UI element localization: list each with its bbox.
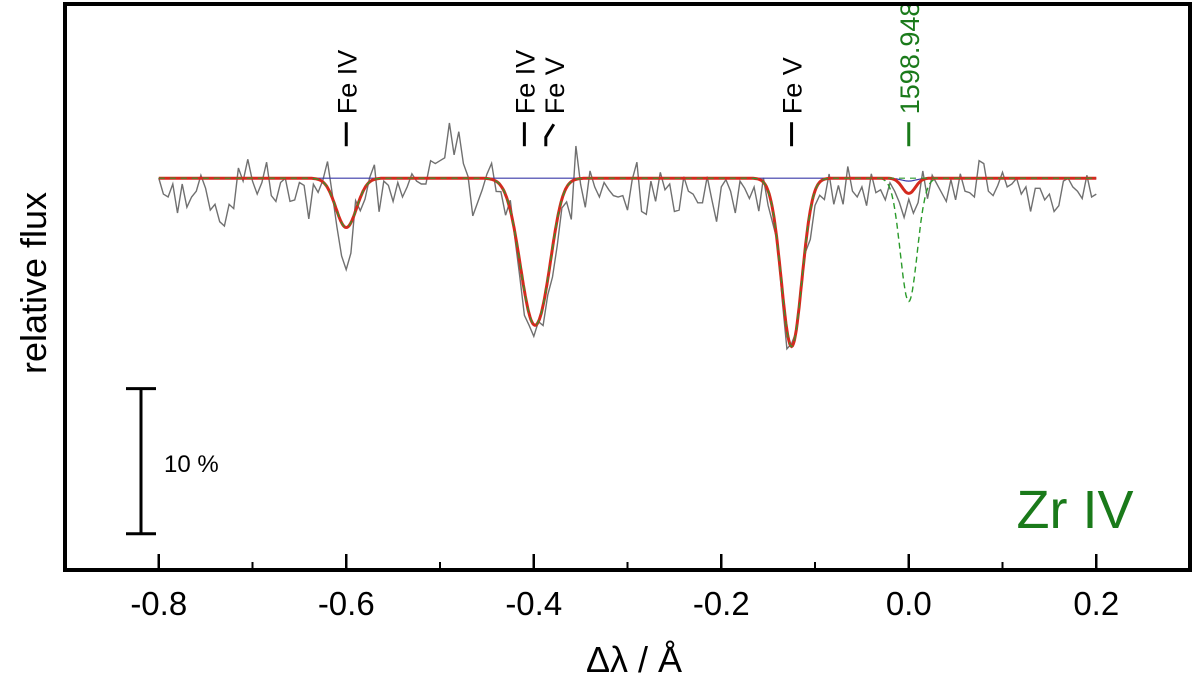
observed-spectrum-line (158, 122, 1097, 351)
axes-layer: -0.8 -0.6 -0.4 -0.2 0.0 0.2 (63, 2, 1192, 622)
line-marker-label: Fe V (540, 57, 570, 114)
x-axis-label: Δλ / Å (586, 639, 682, 678)
scale-bar-label: 10 % (164, 451, 219, 478)
ion-annotation: Zr IV (1017, 480, 1134, 540)
line-markers-layer: Fe IV Fe IV Fe V Fe V 1598.948 (332, 2, 925, 147)
best-fit-model-line (158, 176, 1097, 349)
x-tick-label: -0.2 (693, 585, 750, 622)
x-tick-label: -0.4 (505, 585, 562, 622)
model-without-line (158, 177, 1097, 348)
model-spectra-layer (158, 176, 1097, 349)
line-marker-label: 1598.948 (895, 2, 925, 115)
line-marker-label: Fe V (778, 57, 808, 114)
y-axis-label: relative flux (13, 192, 54, 374)
observed-spectrum-layer (158, 122, 1097, 351)
x-tick-label: 0.2 (1073, 585, 1119, 622)
line-marker-tick (544, 123, 556, 147)
enhanced-model-line (158, 177, 1097, 348)
line-marker-label: Fe IV (332, 50, 362, 115)
x-tick-label: 0.0 (886, 585, 932, 622)
x-tick-label: -0.6 (318, 585, 375, 622)
line-marker-label: Fe IV (510, 50, 540, 115)
x-tick-label: -0.8 (130, 585, 187, 622)
